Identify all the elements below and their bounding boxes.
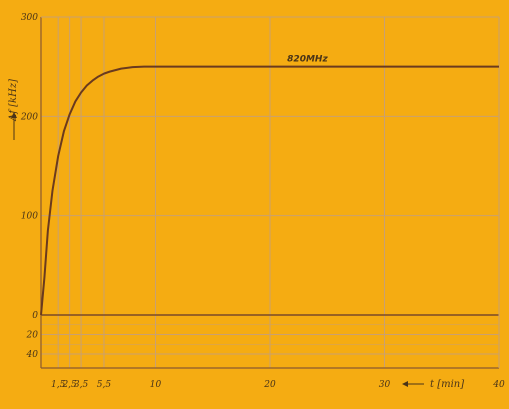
series-annotation-820mhz: 820MHz [287, 55, 328, 65]
y-tick-label: 20 [26, 331, 39, 341]
y-tick-label: 300 [21, 13, 38, 23]
x-label-arrowhead [402, 381, 408, 387]
x-tick-label: 20 [263, 380, 276, 390]
y-tick-label: 200 [20, 112, 38, 122]
y-axis-label: Δf [kHz] [8, 79, 19, 122]
y-tick-label: 100 [21, 212, 38, 222]
x-tick-label: 1,5 [51, 380, 66, 390]
axis-labels: Δf [kHz] t [min] [8, 79, 464, 390]
series-line-820mhz [40, 65, 499, 316]
x-tick-label: 10 [150, 380, 162, 390]
x-tick-label: 30 [379, 380, 391, 390]
annotations: 820MHz [287, 55, 328, 65]
x-tick-label: 3,5 [74, 380, 89, 390]
series-layer [40, 65, 499, 316]
x-axis-label: t [min] [430, 379, 464, 390]
y-tick-label: 40 [26, 350, 39, 360]
axes [11, 16, 500, 387]
grid-lines [41, 16, 500, 368]
y-tick-label: 0 [32, 311, 38, 321]
x-tick-label: 40 [492, 380, 505, 390]
tick-labels: 1,52,53,5 5,5 10 20 30 40 300 200 100 0 20 40 [20, 13, 505, 390]
x-tick-label: 5,5 [97, 380, 112, 390]
y-label-arrowhead [11, 112, 17, 118]
x-tick-label: 2,5 [61, 380, 77, 390]
